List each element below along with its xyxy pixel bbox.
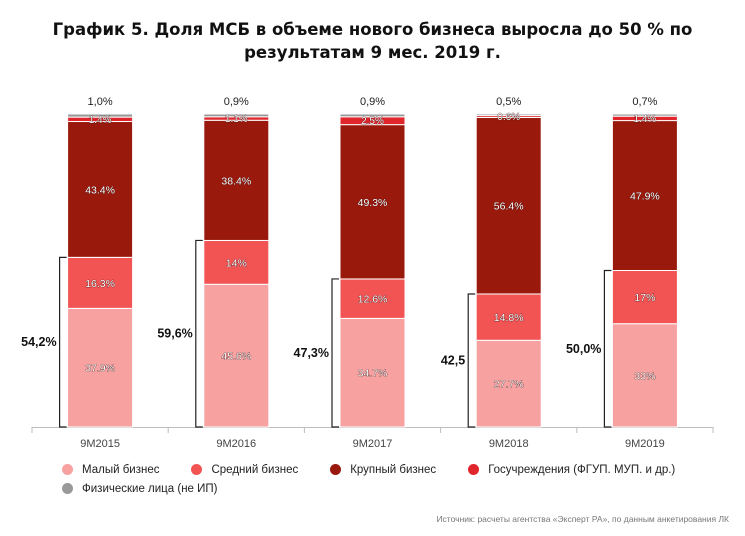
legend-label-individuals: Физические лица (не ИП)	[82, 482, 218, 495]
legend-label-large-business: Крупный бизнес	[350, 463, 437, 476]
bar-segment-9m2016-s4	[203, 113, 270, 118]
sme-total-label-9m2017: 47,3%	[294, 346, 329, 360]
x-tick-label-9m2016: 9M2016	[216, 438, 256, 450]
chart-title-line-1: График 5. Доля МСБ в объеме нового бизне…	[52, 20, 693, 39]
data-label-9m2019-s0: 33%	[634, 370, 655, 382]
chart-title: График 5. Доля МСБ в объеме нового бизне…	[0, 18, 745, 64]
legend-item-state-institutions: Госучреждения (ФГУП. МУП. и др.)	[468, 464, 675, 476]
sme-bracket-9m2015	[59, 256, 67, 428]
data-label-9m2015-s0: 37.9%	[85, 363, 115, 375]
data-label-9m2019-s1: 17%	[634, 292, 655, 304]
bar-segment-9m2015-s4	[67, 113, 134, 118]
bar-segment-9m2018-s4	[475, 113, 542, 117]
legend-swatch-state-institutions	[468, 464, 480, 475]
sme-total-label-9m2018: 42,5	[441, 353, 465, 367]
legend-row-1: Малый бизнес Средний бизнес Крупный бизн…	[62, 460, 742, 479]
bar-segment-9m2017-s4	[339, 113, 406, 118]
bar-segment-9m2018-s1	[475, 293, 542, 341]
bar-segment-9m2018-s2	[475, 116, 542, 295]
sme-bracket-9m2016	[195, 239, 203, 428]
data-label-9m2015-s1: 16.3%	[85, 278, 115, 290]
x-tick-label-9m2019: 9M2019	[625, 438, 665, 450]
data-label-9m2019-s4: 0,7%	[632, 96, 657, 108]
bar-segment-9m2019-s4	[611, 113, 678, 117]
legend-label-state-institutions: Госучреждения (ФГУП. МУП. и др.)	[488, 463, 676, 476]
sme-bracket-9m2017	[331, 278, 339, 428]
data-label-9m2016-s1: 14%	[226, 257, 247, 269]
data-label-9m2017-s3: 2.5%	[361, 116, 384, 127]
bar-segment-9m2016-s2	[203, 119, 270, 241]
data-label-9m2019-s3: 1.4%	[634, 114, 657, 125]
bar-segment-9m2015-s0	[67, 307, 134, 428]
x-tick-label-9m2017: 9M2017	[353, 438, 393, 450]
data-label-9m2018-s3: 0.6%	[497, 112, 520, 123]
legend-row-2: Физические лица (не ИП)	[62, 479, 742, 498]
bar-segment-9m2019-s2	[611, 120, 678, 271]
source-note: Источник: расчеты агентства «Эксперт РА»…	[436, 514, 729, 524]
sme-total-label-9m2015: 54,2%	[21, 335, 56, 349]
sme-total-label-9m2019: 50,0%	[566, 342, 601, 356]
legend-label-medium-business: Средний бизнес	[211, 463, 299, 476]
sme-total-label-9m2016: 59,6%	[157, 327, 192, 341]
data-label-9m2017-s0: 34.7%	[358, 368, 388, 380]
data-label-9m2018-s4: 0,5%	[496, 96, 521, 108]
legend-swatch-individuals	[62, 483, 73, 494]
data-label-9m2017-s2: 49.3%	[358, 197, 388, 209]
data-label-9m2016-s2: 38.4%	[221, 175, 251, 187]
sme-bracket-9m2019	[603, 269, 612, 428]
data-label-9m2019-s2: 47.9%	[630, 191, 660, 203]
data-label-9m2018-s0: 27.7%	[494, 379, 524, 391]
legend-swatch-medium-business	[191, 464, 203, 475]
legend-item-individuals: Физические лица (не ИП)	[62, 483, 218, 495]
data-label-9m2018-s1: 14.8%	[494, 312, 524, 324]
bar-segment-9m2015-s1	[67, 256, 134, 309]
bar-segment-9m2016-s1	[203, 239, 270, 285]
legend-swatch-small-business	[62, 464, 73, 475]
legend-label-small-business: Малый бизнес	[82, 463, 160, 476]
sme-bracket-9m2018	[467, 293, 476, 428]
data-label-9m2017-s4: 0,9%	[360, 96, 385, 108]
bar-segment-9m2019-s1	[611, 270, 678, 325]
x-tick-label-9m2015: 9M2015	[80, 438, 120, 450]
legend-swatch-large-business	[330, 464, 342, 475]
bar-segment-9m2019-s0	[611, 323, 678, 428]
bar-segment-9m2017-s2	[339, 124, 406, 280]
legend-item-medium-business: Средний бизнес	[191, 464, 298, 476]
data-label-9m2016-s4: 0,9%	[224, 96, 249, 108]
data-label-9m2017-s1: 12.6%	[358, 294, 388, 306]
data-label-9m2015-s4: 1,0%	[88, 96, 113, 108]
legend-item-small-business: Малый бизнес	[62, 464, 159, 476]
data-label-9m2016-s0: 45.6%	[221, 351, 251, 363]
x-tick-label-9m2018: 9M2018	[489, 438, 529, 450]
data-label-9m2016-s3: 1.1%	[225, 114, 248, 125]
chart-title-line-2: результатам 9 мес. 2019 г.	[244, 43, 501, 62]
chart-legend: Малый бизнес Средний бизнес Крупный бизн…	[62, 460, 742, 498]
data-label-9m2018-s2: 56.4%	[494, 201, 524, 213]
data-label-9m2015-s2: 43.4%	[85, 184, 115, 196]
data-label-9m2015-s3: 1.4%	[89, 115, 112, 126]
bar-segment-9m2018-s0	[475, 339, 542, 428]
legend-item-large-business: Крупный бизнес	[330, 464, 436, 476]
stacked-bar-chart: 37.9% 16.3% 43.4% 1.4% 1,0% 54,2% 9M2015 45.6% 1…	[21, 96, 714, 450]
bar-segment-9m2017-s1	[339, 278, 406, 319]
